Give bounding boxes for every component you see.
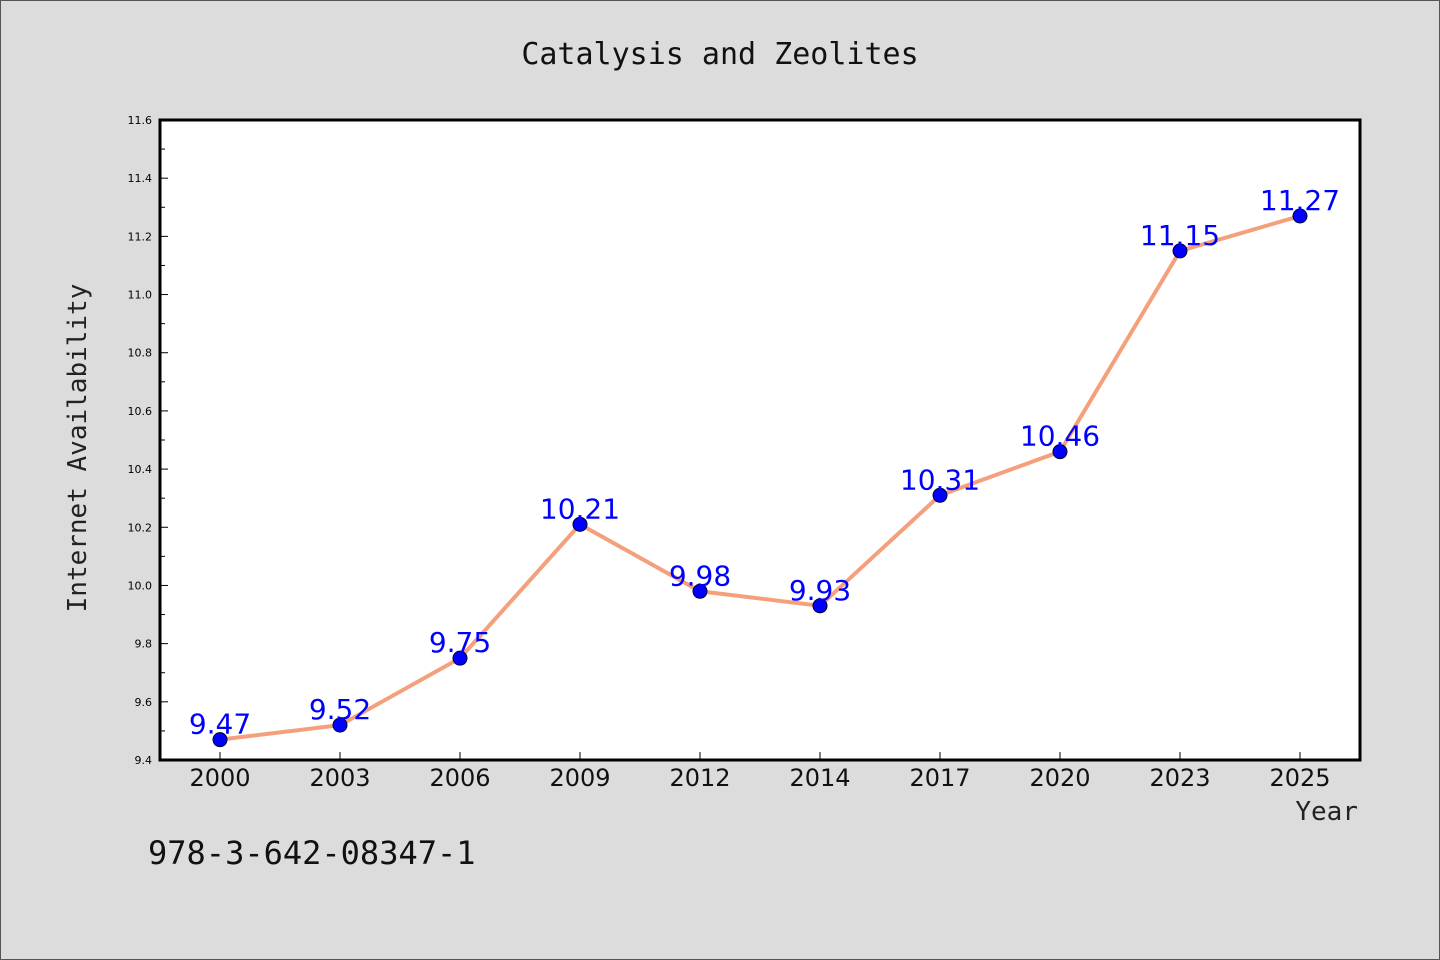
chart-title: Catalysis and Zeolites: [521, 37, 918, 72]
y-tick-label: 11.6: [128, 114, 153, 127]
data-label: 9.47: [189, 708, 251, 741]
y-tick-label: 10.8: [128, 347, 153, 360]
x-tick-label: 2025: [1269, 764, 1330, 792]
y-tick-label: 9.4: [135, 754, 153, 767]
data-point: [452, 650, 468, 666]
data-point: [932, 487, 948, 503]
x-axis: 2000 2003 2006 2009 2012 2014 2017 2020 2023 2025: [189, 752, 1331, 792]
data-label: 9.75: [429, 626, 491, 659]
data-label: 11.15: [1140, 219, 1220, 252]
x-tick-label: 2020: [1029, 764, 1090, 792]
x-tick-label: 2009: [549, 764, 610, 792]
x-tick-label: 2000: [189, 764, 250, 792]
data-point: [692, 583, 708, 599]
x-tick-label: 2003: [309, 764, 370, 792]
y-tick-label: 10.2: [128, 521, 153, 534]
data-point: [572, 516, 588, 532]
x-tick-label: 2012: [669, 764, 730, 792]
plot-frame: [158, 118, 1362, 762]
data-point: [812, 598, 828, 614]
y-tick-label: 11.4: [128, 172, 153, 185]
series-line: [218, 214, 1302, 742]
data-label: 9.52: [309, 693, 371, 726]
series: [212, 208, 1308, 748]
data-point: [212, 732, 228, 748]
y-tick-label: 9.8: [135, 638, 153, 651]
data-point: [332, 717, 348, 733]
x-tick-label: 2014: [789, 764, 850, 792]
y-tick-label: 9.6: [135, 696, 153, 709]
x-tick-label: 2006: [429, 764, 490, 792]
data-label: 10.31: [900, 463, 980, 496]
data-labels: 9.47 9.52 9.75 10.21 9.98 9.93 10.31 10.46 11.15…: [189, 184, 1340, 741]
y-tick-label: 11.0: [128, 289, 153, 302]
y-axis: 9.4 9.6 9.8 10.0 10.2 10.4 10.6 10.8 11.0 11.2 11.…: [128, 114, 168, 767]
y-axis-label: Internet Availability: [63, 284, 93, 613]
plot-area: [160, 120, 1360, 760]
data-label: 11.27: [1260, 184, 1340, 217]
y-tick-label: 10.6: [128, 405, 153, 418]
data-label: 9.98: [669, 559, 731, 592]
isbn-text: 978-3-642-08347-1: [148, 834, 476, 872]
data-label: 10.46: [1020, 420, 1100, 453]
y-tick-label: 11.2: [128, 230, 153, 243]
data-point: [1172, 243, 1188, 259]
data-point: [1052, 444, 1068, 460]
x-tick-label: 2017: [909, 764, 970, 792]
data-label: 9.93: [789, 574, 851, 607]
data-label: 10.21: [540, 492, 620, 525]
data-point: [1292, 208, 1308, 224]
y-tick-label: 10.0: [128, 579, 153, 592]
x-tick-label: 2023: [1149, 764, 1210, 792]
y-tick-label: 10.4: [128, 463, 153, 476]
x-axis-label: Year: [1295, 797, 1358, 827]
